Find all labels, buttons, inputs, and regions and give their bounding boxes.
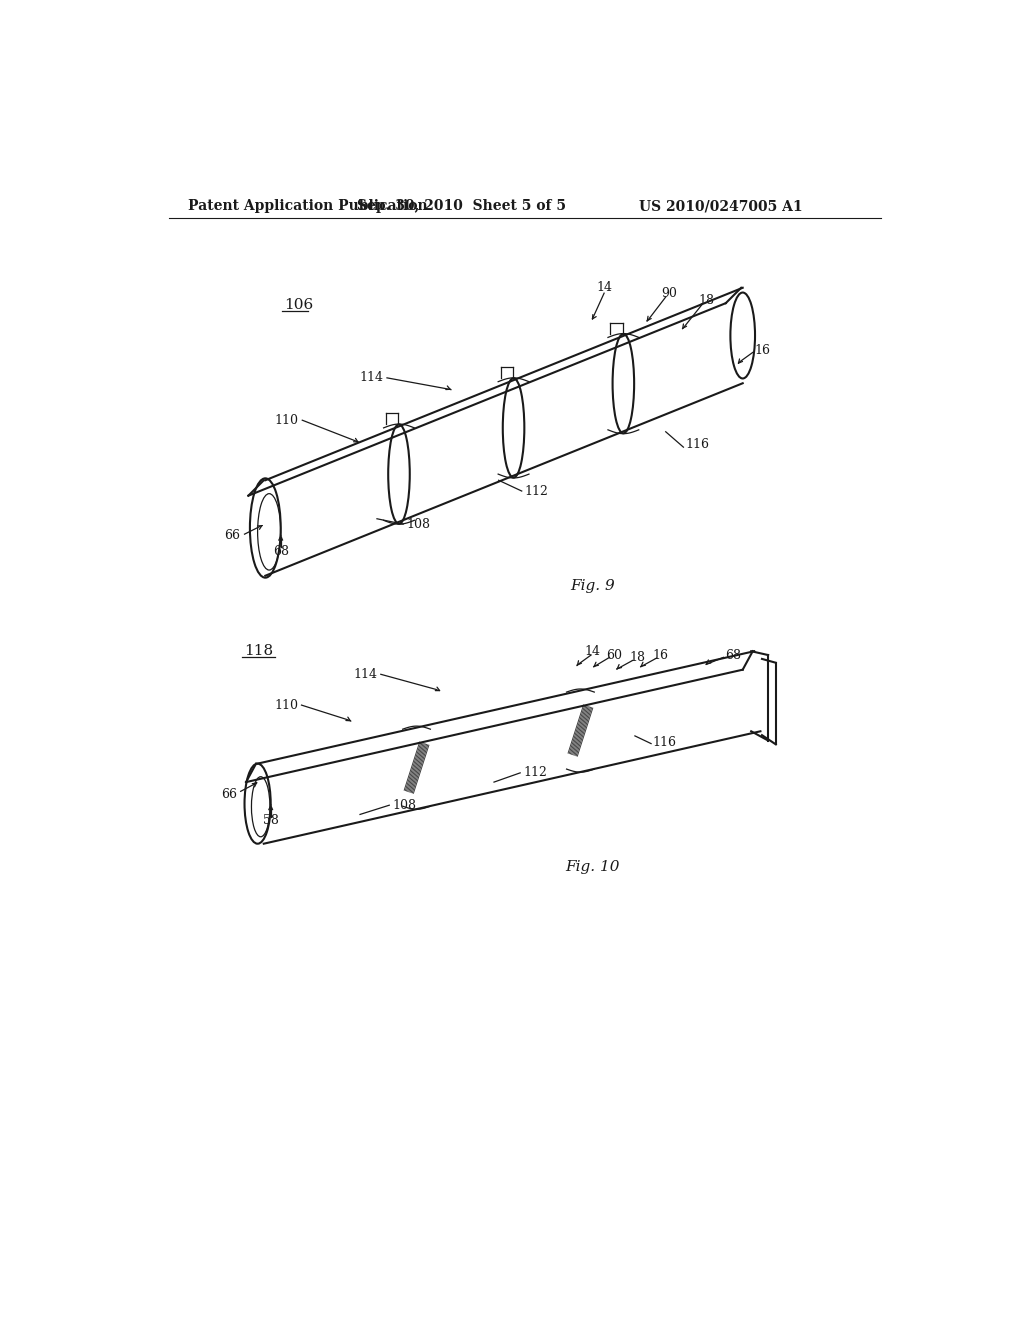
Text: Sep. 30, 2010  Sheet 5 of 5: Sep. 30, 2010 Sheet 5 of 5 (357, 199, 566, 213)
Text: Fig. 9: Fig. 9 (570, 578, 615, 593)
Text: 106: 106 (285, 298, 313, 312)
Text: 112: 112 (523, 767, 547, 779)
Text: 108: 108 (392, 799, 417, 812)
Text: 90: 90 (662, 286, 678, 300)
Text: 18: 18 (629, 651, 645, 664)
Text: 66: 66 (224, 529, 240, 543)
Text: 18: 18 (698, 294, 715, 308)
Text: 60: 60 (606, 648, 623, 661)
Text: 68: 68 (725, 648, 741, 661)
Text: 116: 116 (685, 438, 709, 451)
Text: 58: 58 (263, 814, 279, 828)
Text: US 2010/0247005 A1: US 2010/0247005 A1 (639, 199, 803, 213)
Text: 118: 118 (245, 644, 273, 659)
Text: 14: 14 (585, 644, 600, 657)
Text: 14: 14 (596, 281, 612, 294)
Text: 110: 110 (274, 698, 298, 711)
Text: 16: 16 (652, 648, 669, 661)
Text: 16: 16 (755, 345, 770, 358)
Text: 66: 66 (221, 788, 237, 801)
Text: Fig. 10: Fig. 10 (565, 859, 620, 874)
Text: 114: 114 (359, 371, 383, 384)
Text: 114: 114 (353, 668, 377, 681)
Text: 116: 116 (652, 735, 677, 748)
Text: 112: 112 (524, 484, 549, 498)
Text: 68: 68 (272, 545, 289, 557)
Text: 108: 108 (407, 517, 430, 531)
Text: Patent Application Publication: Patent Application Publication (188, 199, 428, 213)
Text: 110: 110 (274, 413, 298, 426)
